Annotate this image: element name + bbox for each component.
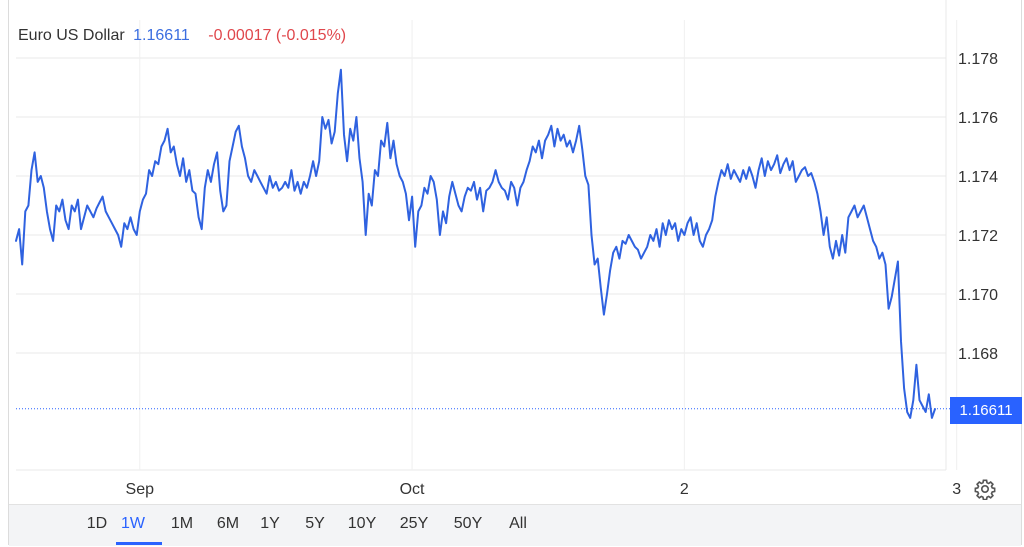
grid	[16, 0, 958, 471]
x-tick-label: Sep	[126, 481, 155, 498]
y-tick-label: 1.176	[958, 110, 998, 127]
instrument-header: Euro US Dollar 1.16611 -0.00017 (-0.015%…	[18, 27, 346, 45]
price-change: -0.00017 (-0.015%)	[208, 27, 347, 44]
current-price: 1.16611	[133, 27, 190, 44]
range-button-5y[interactable]: 5Y	[305, 515, 325, 532]
y-tick-label: 1.172	[958, 228, 998, 245]
x-tick-label: Oct	[400, 481, 425, 498]
range-button-1y[interactable]: 1Y	[260, 515, 280, 532]
range-button-1w[interactable]: 1W	[121, 515, 145, 532]
y-tick-label: 1.178	[958, 51, 998, 68]
instrument-name: Euro US Dollar	[18, 27, 125, 44]
last-price-tag: 1.16611	[950, 397, 1022, 424]
y-tick-label: 1.174	[958, 169, 998, 186]
y-tick-label: 1.168	[958, 346, 998, 363]
range-button-1m[interactable]: 1M	[170, 515, 194, 532]
range-button-10y[interactable]: 10Y	[347, 515, 377, 532]
range-button-6m[interactable]: 6M	[216, 515, 240, 532]
y-tick-label: 1.170	[958, 287, 998, 304]
range-button-25y[interactable]: 25Y	[399, 515, 429, 532]
active-range-underline	[116, 542, 162, 545]
range-button-1d[interactable]: 1D	[86, 515, 108, 532]
x-tick-label: 3	[952, 481, 961, 498]
range-selector: 1D 1W 1M 6M 1Y 5Y 10Y 25Y 50Y All	[9, 504, 1021, 546]
gear-icon[interactable]	[974, 478, 996, 500]
range-button-50y[interactable]: 50Y	[453, 515, 483, 532]
series-line[interactable]	[15, 68, 936, 419]
range-button-all[interactable]: All	[509, 515, 527, 532]
x-tick-label: 2	[680, 481, 689, 498]
